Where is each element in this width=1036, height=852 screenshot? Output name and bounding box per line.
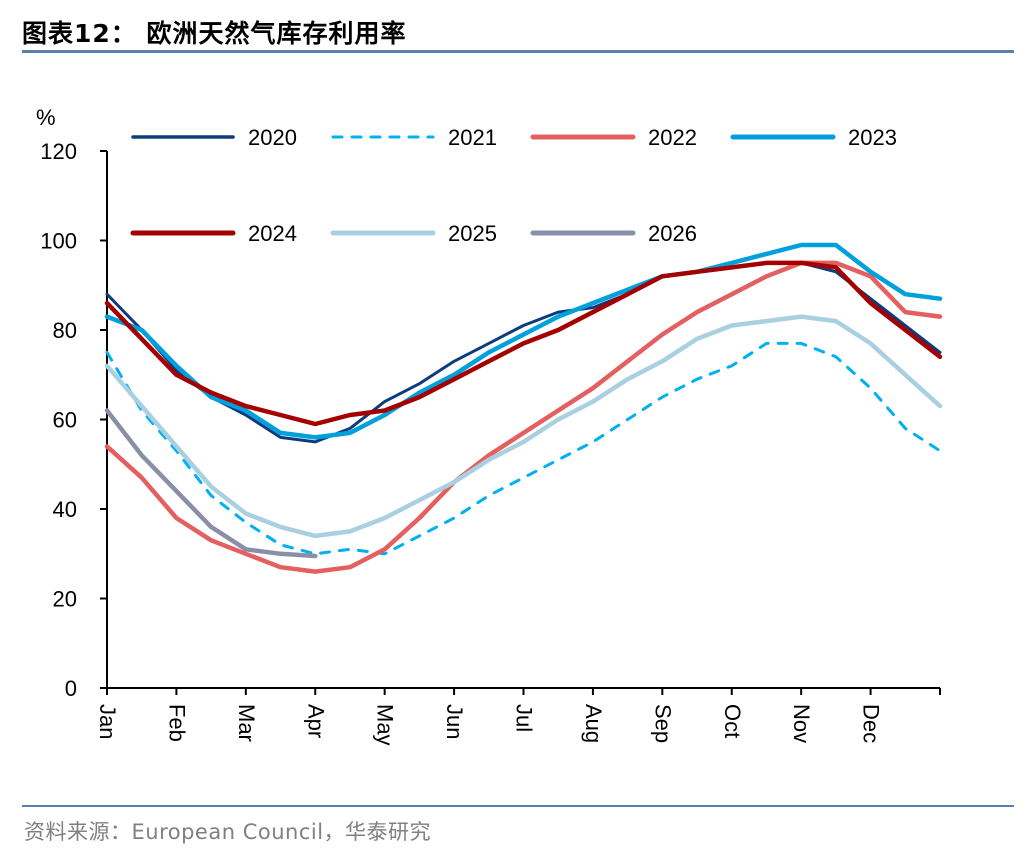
x-tick-label: Nov [789, 704, 814, 743]
series-line-2020 [105, 261, 942, 444]
source-divider [22, 805, 1014, 807]
legend-item-2020: 2020 [131, 125, 297, 150]
series-line-2023 [104, 242, 943, 440]
legend-item-2023: 2023 [730, 125, 897, 150]
y-tick-label: 20 [53, 587, 77, 612]
legend: 2020 2021 2022 2023 2024 2025 2026 [130, 125, 897, 246]
x-tick-label: Jun [442, 704, 467, 739]
legend-label: 2023 [848, 125, 897, 150]
x-tick-label: Dec [859, 704, 884, 743]
title-divider [22, 50, 1014, 53]
chart-title: 图表12： 欧洲天然气库存利用率 [22, 19, 407, 48]
legend-label: 2020 [248, 125, 297, 150]
legend-label: 2022 [648, 125, 697, 150]
legend-item-2024: 2024 [130, 221, 297, 246]
legend-label: 2024 [248, 221, 297, 246]
legend-label: 2021 [448, 125, 497, 150]
series-lines [104, 242, 943, 574]
x-tick-label: Feb [164, 704, 189, 742]
legend-item-2022: 2022 [530, 125, 697, 150]
source-note: 资料来源：European Council，华泰研究 [24, 820, 432, 844]
series-line-2024 [104, 260, 943, 427]
series-line-2026 [104, 408, 318, 559]
y-tick-label: 80 [53, 318, 77, 343]
legend-label: 2026 [648, 221, 697, 246]
x-tick-label: Apr [303, 704, 328, 738]
y-tick-label: 60 [53, 408, 77, 433]
y-tick-label: 40 [53, 497, 77, 522]
x-tick-label: May [373, 704, 398, 746]
series-line-2021 [105, 341, 942, 556]
x-tick-label: Jul [512, 704, 537, 732]
y-tick-label: 120 [40, 139, 77, 164]
series-line-2022 [104, 260, 943, 574]
x-tick-label: Mar [234, 704, 259, 742]
axes [100, 150, 941, 695]
x-tick-label: Sep [650, 704, 675, 743]
legend-item-2021: 2021 [331, 125, 497, 150]
legend-item-2025: 2025 [330, 221, 497, 246]
legend-item-2026: 2026 [530, 221, 697, 246]
x-tick-label: Oct [720, 704, 745, 738]
x-tick-label: Jan [95, 704, 120, 739]
y-tick-label: 0 [65, 676, 77, 701]
y-tick-label: 100 [40, 229, 77, 254]
tick-labels: 0 20 40 60 80 100 120 Jan Feb Mar Apr May Jun Jul Aug S… [40, 139, 883, 746]
legend-label: 2025 [448, 221, 497, 246]
y-axis-label: % [36, 105, 56, 130]
x-tick-label: Aug [581, 704, 606, 743]
series-line-2025 [104, 314, 943, 539]
